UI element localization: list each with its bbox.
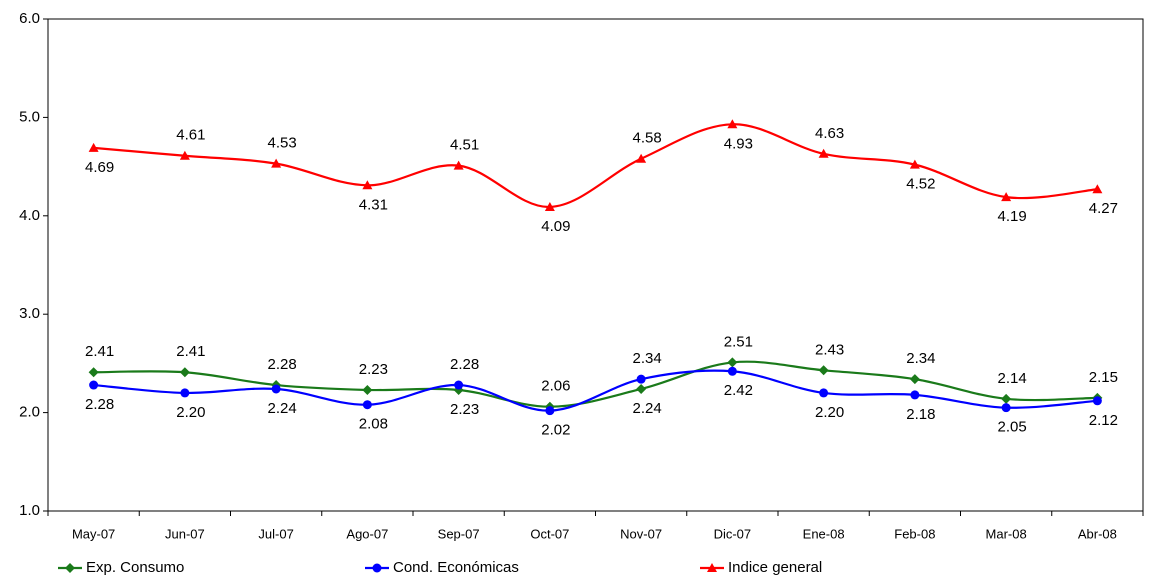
data-point [88, 367, 99, 378]
x-tick-label: May-07 [72, 526, 115, 541]
data-point [271, 384, 281, 394]
data-label: 2.12 [1089, 412, 1118, 429]
legend-marker [707, 563, 717, 572]
x-tick-label: Abr-08 [1078, 526, 1117, 541]
x-tick-label: Jul-07 [258, 526, 293, 541]
data-point [179, 150, 190, 160]
x-tick-label: Jun-07 [165, 526, 205, 541]
data-point [362, 400, 372, 410]
data-label: 2.18 [906, 406, 935, 423]
data-point [1001, 192, 1012, 202]
x-tick-label: Dic-07 [714, 526, 752, 541]
data-point [453, 160, 464, 170]
data-label: 4.53 [268, 135, 297, 152]
data-label: 2.28 [450, 356, 479, 373]
legend-label: Exp. Consumo [86, 559, 184, 576]
data-label: 2.06 [541, 378, 570, 395]
data-label: 2.34 [633, 350, 662, 367]
data-label: 2.28 [268, 356, 297, 373]
data-point [636, 374, 646, 384]
data-point [180, 388, 190, 398]
data-label: 4.69 [85, 159, 114, 176]
x-tick-label: Mar-08 [986, 526, 1027, 541]
plot-frame [47, 18, 1144, 512]
y-tick-label: 6.0 [19, 10, 40, 27]
data-point [1001, 393, 1012, 404]
data-point [818, 148, 829, 158]
series-line [93, 360, 1098, 408]
data-label: 2.28 [85, 396, 114, 413]
data-label: 4.58 [633, 130, 662, 147]
x-tick-label: Ago-07 [346, 526, 388, 541]
data-label: 2.51 [724, 333, 753, 350]
data-label: 2.20 [176, 404, 205, 421]
legend-marker [372, 563, 382, 573]
data-label: 2.24 [268, 400, 297, 417]
data-label: 2.23 [359, 361, 388, 378]
data-point [910, 390, 920, 400]
data-point [89, 380, 99, 390]
data-label: 2.41 [176, 343, 205, 360]
data-label: 2.15 [1089, 369, 1118, 386]
y-tick-label: 4.0 [19, 207, 40, 224]
data-point [1092, 184, 1103, 194]
data-label: 2.34 [906, 350, 935, 367]
data-point [1092, 396, 1102, 406]
data-label: 4.52 [906, 176, 935, 193]
data-point [544, 201, 555, 211]
data-point [88, 142, 99, 152]
y-tick-label: 2.0 [19, 404, 40, 421]
data-label: 4.51 [450, 137, 479, 154]
data-label: 2.14 [998, 370, 1027, 387]
series-line [93, 123, 1098, 209]
data-label: 2.05 [998, 419, 1027, 436]
data-point [727, 366, 737, 376]
data-label: 2.02 [541, 422, 570, 439]
data-label: 2.23 [450, 401, 479, 418]
data-label: 4.31 [359, 196, 388, 213]
data-point [727, 357, 738, 368]
data-label: 2.08 [359, 416, 388, 433]
data-point [545, 406, 555, 416]
data-point [179, 367, 190, 378]
data-point [271, 158, 282, 168]
x-tick-label: Feb-08 [894, 526, 935, 541]
x-tick-label: Oct-07 [530, 526, 569, 541]
data-label: 2.24 [633, 400, 662, 417]
data-point [362, 384, 373, 395]
data-label: 4.09 [541, 218, 570, 235]
x-tick-label: Sep-07 [438, 526, 480, 541]
data-label: 4.27 [1089, 200, 1118, 217]
y-tick-label: 5.0 [19, 108, 40, 125]
data-label: 4.93 [724, 135, 753, 152]
data-point [1001, 403, 1011, 413]
data-label: 4.19 [998, 208, 1027, 225]
x-tick-label: Ene-08 [803, 526, 845, 541]
series-line [93, 369, 1098, 412]
data-point [636, 383, 647, 394]
data-point [818, 365, 829, 376]
data-label: 4.61 [176, 127, 205, 144]
data-label: 2.20 [815, 404, 844, 421]
data-point [362, 180, 373, 190]
data-label: 2.43 [815, 341, 844, 358]
data-label: 2.41 [85, 343, 114, 360]
data-point [727, 119, 738, 129]
data-point [909, 374, 920, 385]
legend-marker [65, 563, 75, 573]
data-point [909, 159, 920, 169]
x-tick-label: Nov-07 [620, 526, 662, 541]
legend-label: Indice general [728, 559, 822, 576]
data-point [819, 388, 829, 398]
y-tick-label: 1.0 [19, 502, 40, 519]
legend-label: Cond. Económicas [393, 559, 519, 576]
y-tick-label: 3.0 [19, 305, 40, 322]
data-point [454, 380, 464, 390]
data-label: 2.42 [724, 382, 753, 399]
data-label: 4.63 [815, 125, 844, 142]
data-point [636, 153, 647, 163]
